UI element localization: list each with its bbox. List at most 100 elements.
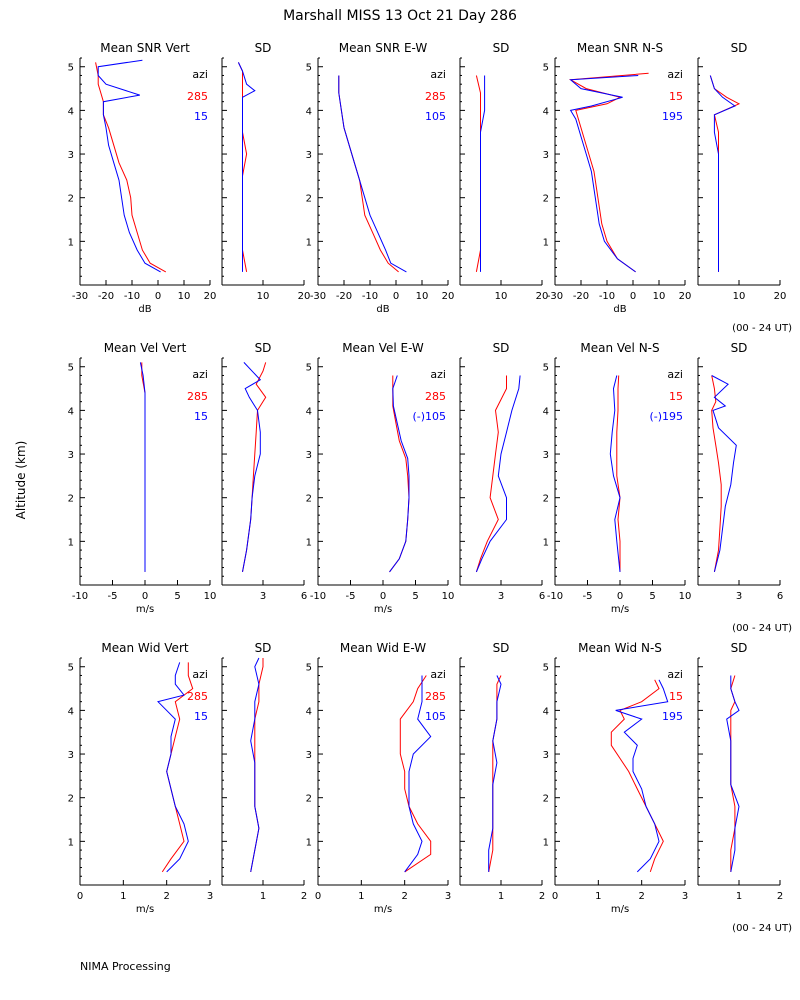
x-tick-label: 20 bbox=[204, 291, 217, 302]
panel-4: SD 10 20 bbox=[459, 41, 548, 302]
y-tick-label: 2 bbox=[306, 194, 312, 205]
figure-title: Marshall MISS 13 Oct 21 Day 286 bbox=[283, 8, 517, 24]
x-tick-label: 10 bbox=[442, 591, 455, 602]
legend-label-2: 105 bbox=[425, 110, 446, 123]
panel-16: SD 1 2 bbox=[459, 641, 545, 902]
series-line-285 bbox=[475, 375, 507, 573]
series-line-285 bbox=[399, 675, 432, 873]
x-tick-label: -10 bbox=[362, 291, 378, 302]
legend-header: azi bbox=[192, 68, 208, 81]
panel-title: Mean Wid Vert bbox=[101, 641, 188, 655]
series-line-15 bbox=[97, 59, 161, 273]
y-tick-label: 1 bbox=[68, 837, 74, 848]
y-tick-label: 2 bbox=[306, 794, 312, 805]
y-tick-label: 3 bbox=[68, 450, 74, 461]
x-axis-label: m/s bbox=[611, 904, 629, 915]
x-tick-label: 2 bbox=[401, 891, 407, 902]
panel-title: SD bbox=[255, 41, 272, 55]
y-tick-label: 2 bbox=[543, 494, 549, 505]
series-line-195 bbox=[569, 75, 639, 273]
series-line-15 bbox=[709, 75, 741, 272]
panel-title: SD bbox=[255, 341, 272, 355]
y-tick-label: 1 bbox=[306, 237, 312, 248]
x-tick-label: 3 bbox=[207, 891, 213, 902]
y-tick-label: 4 bbox=[543, 106, 549, 117]
legend-label-1: 285 bbox=[425, 90, 446, 103]
x-tick-label: 0 bbox=[393, 291, 399, 302]
panel-10: SD 3 6 bbox=[459, 341, 545, 602]
series-line-285 bbox=[488, 675, 502, 872]
y-tick-label: 1 bbox=[68, 537, 74, 548]
x-tick-label: -10 bbox=[124, 291, 140, 302]
x-tick-label: 0 bbox=[617, 591, 623, 602]
panel-1: Mean SNR Vert 1 2 3 4 5 -30 -20 -10 0 10 20 dB azi 285… bbox=[68, 41, 217, 315]
x-tick-label: -5 bbox=[583, 591, 593, 602]
x-tick-label: 0 bbox=[155, 291, 161, 302]
y-tick-label: 1 bbox=[68, 237, 74, 248]
x-tick-label: 1 bbox=[498, 891, 504, 902]
x-tick-label: 6 bbox=[539, 591, 545, 602]
legend-label-2: (-)105 bbox=[412, 410, 446, 423]
series-line-285 bbox=[338, 75, 399, 273]
series-line-105 bbox=[404, 675, 432, 873]
x-tick-label: 1 bbox=[736, 891, 742, 902]
x-tick-label: -5 bbox=[108, 591, 118, 602]
y-tick-label: 3 bbox=[68, 150, 74, 161]
x-tick-label: 3 bbox=[445, 891, 451, 902]
y-tick-label: 3 bbox=[543, 750, 549, 761]
legend-label-2: 105 bbox=[425, 710, 446, 723]
x-tick-label: 10 bbox=[679, 591, 692, 602]
legend-header: azi bbox=[192, 368, 208, 381]
x-tick-label: -10 bbox=[599, 291, 615, 302]
x-axis-label: m/s bbox=[374, 604, 392, 615]
panel-15: Mean Wid E-W 1 2 3 4 5 0 1 2 3 m/s azi 285 105 bbox=[306, 641, 452, 915]
x-tick-label: 2 bbox=[777, 891, 783, 902]
x-tick-label: 2 bbox=[163, 891, 169, 902]
legend-label-2: 195 bbox=[662, 110, 683, 123]
x-tick-label: 3 bbox=[260, 591, 266, 602]
panel-9: Mean Vel E-W 1 2 3 4 5 -10 -5 0 5 10 m/s azi 285 (-)10… bbox=[306, 341, 455, 615]
panel-title: Mean SNR E-W bbox=[339, 41, 428, 55]
y-tick-label: 3 bbox=[68, 750, 74, 761]
series-line-15 bbox=[730, 675, 736, 872]
y-tick-label: 2 bbox=[68, 194, 74, 205]
series-line-195 bbox=[709, 75, 736, 272]
legend-header: azi bbox=[667, 68, 683, 81]
y-tick-label: 1 bbox=[306, 837, 312, 848]
legend-label-2: 15 bbox=[194, 410, 208, 423]
series-line-15 bbox=[242, 362, 262, 572]
x-axis-label: m/s bbox=[374, 904, 392, 915]
series-line-195 bbox=[615, 679, 669, 873]
x-tick-label: 10 bbox=[495, 291, 508, 302]
y-tick-label: 5 bbox=[306, 363, 312, 374]
x-tick-label: -10 bbox=[72, 591, 88, 602]
panel-title: Mean Vel N-S bbox=[580, 341, 659, 355]
x-tick-label: -30 bbox=[72, 291, 88, 302]
panel-12: SD 3 6 bbox=[697, 341, 783, 602]
y-tick-label: 2 bbox=[68, 494, 74, 505]
footer-label: NIMA Processing bbox=[80, 960, 171, 973]
x-tick-label: 10 bbox=[733, 291, 746, 302]
x-tick-label: 3 bbox=[682, 891, 688, 902]
time-range-label: (00 - 24 UT) bbox=[732, 623, 792, 634]
series-line-15 bbox=[250, 657, 260, 872]
x-axis-label: dB bbox=[376, 304, 389, 315]
x-tick-label: 20 bbox=[298, 291, 311, 302]
x-tick-label: -30 bbox=[547, 291, 563, 302]
series-line-15 bbox=[157, 662, 189, 873]
x-tick-label: 10 bbox=[204, 591, 217, 602]
x-axis-label: dB bbox=[138, 304, 151, 315]
panel-18: SD 1 2 bbox=[697, 641, 783, 902]
panel-title: Mean SNR N-S bbox=[577, 41, 663, 55]
legend-label-1: 15 bbox=[669, 90, 683, 103]
x-tick-label: 10 bbox=[416, 291, 429, 302]
series-line-15 bbox=[237, 62, 256, 272]
y-tick-label: 1 bbox=[543, 237, 549, 248]
legend-label-1: 15 bbox=[669, 690, 683, 703]
series-line-(-)105 bbox=[389, 375, 410, 573]
panel-title: Mean SNR Vert bbox=[100, 41, 190, 55]
panel-title: SD bbox=[731, 641, 748, 655]
series-line-15 bbox=[711, 375, 722, 572]
legend-header: azi bbox=[430, 68, 446, 81]
series-line-285 bbox=[475, 75, 481, 272]
